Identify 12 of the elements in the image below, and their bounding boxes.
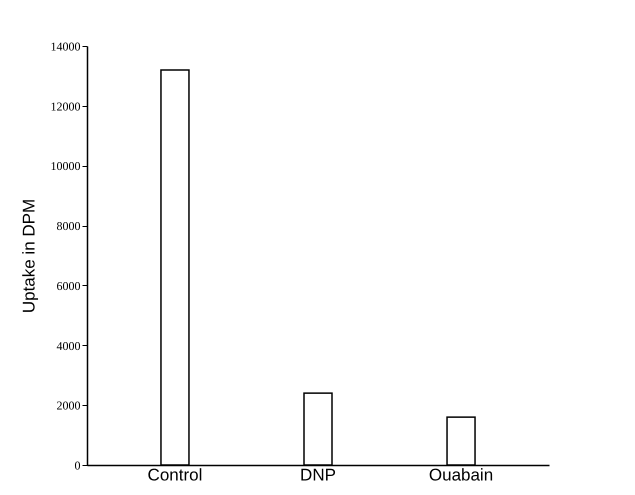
x-tick-label: DNP (300, 466, 336, 484)
y-tick-label: 8000 (56, 219, 80, 234)
y-tick-label: 2000 (56, 398, 80, 413)
y-tick-label: 0 (74, 458, 80, 472)
x-tick-label: Control (148, 466, 202, 484)
y-tick-label: 6000 (56, 278, 80, 293)
y-axis-title: Uptake in DPM (20, 198, 38, 314)
x-tick-label: Ouabain (428, 466, 494, 484)
y-tick-label: 14000 (50, 40, 80, 54)
y-tick-label: 12000 (50, 99, 80, 114)
y-tick-label: 4000 (56, 338, 80, 353)
y-tick-label: 10000 (50, 159, 80, 174)
